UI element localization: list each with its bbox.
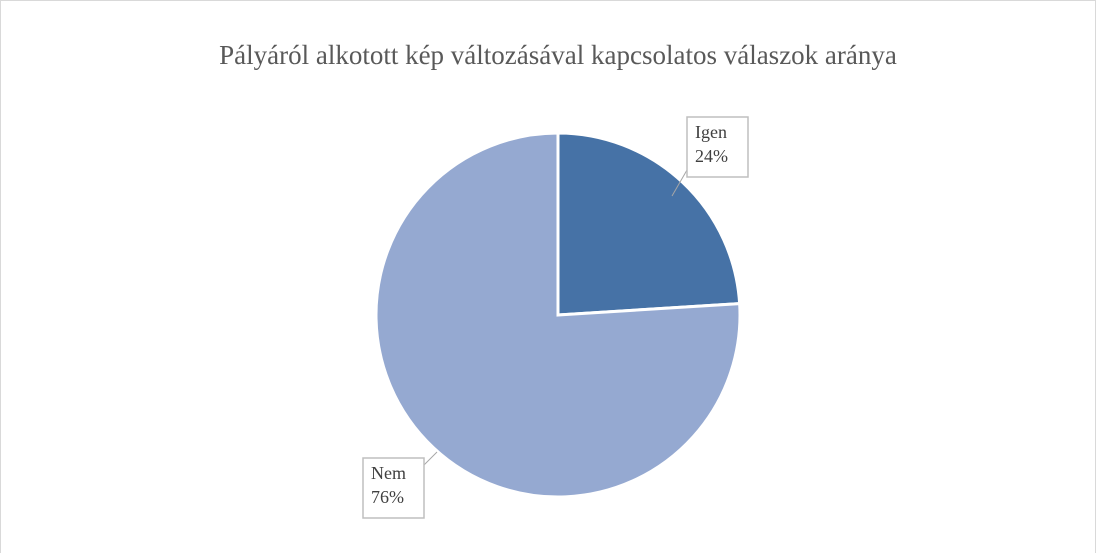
label-box — [362, 457, 425, 519]
pie-slice — [556, 131, 742, 317]
label-value: 76% — [371, 487, 404, 507]
label-value: 24% — [695, 146, 728, 166]
label-box — [686, 116, 749, 178]
label-category: Nem — [371, 463, 406, 483]
leader-line — [671, 169, 688, 197]
chart-title: Pályáról alkotott kép változásával kapcs… — [219, 40, 897, 70]
pie-slice — [374, 131, 742, 499]
label-category: Igen — [695, 122, 727, 142]
leader-line — [423, 451, 438, 466]
